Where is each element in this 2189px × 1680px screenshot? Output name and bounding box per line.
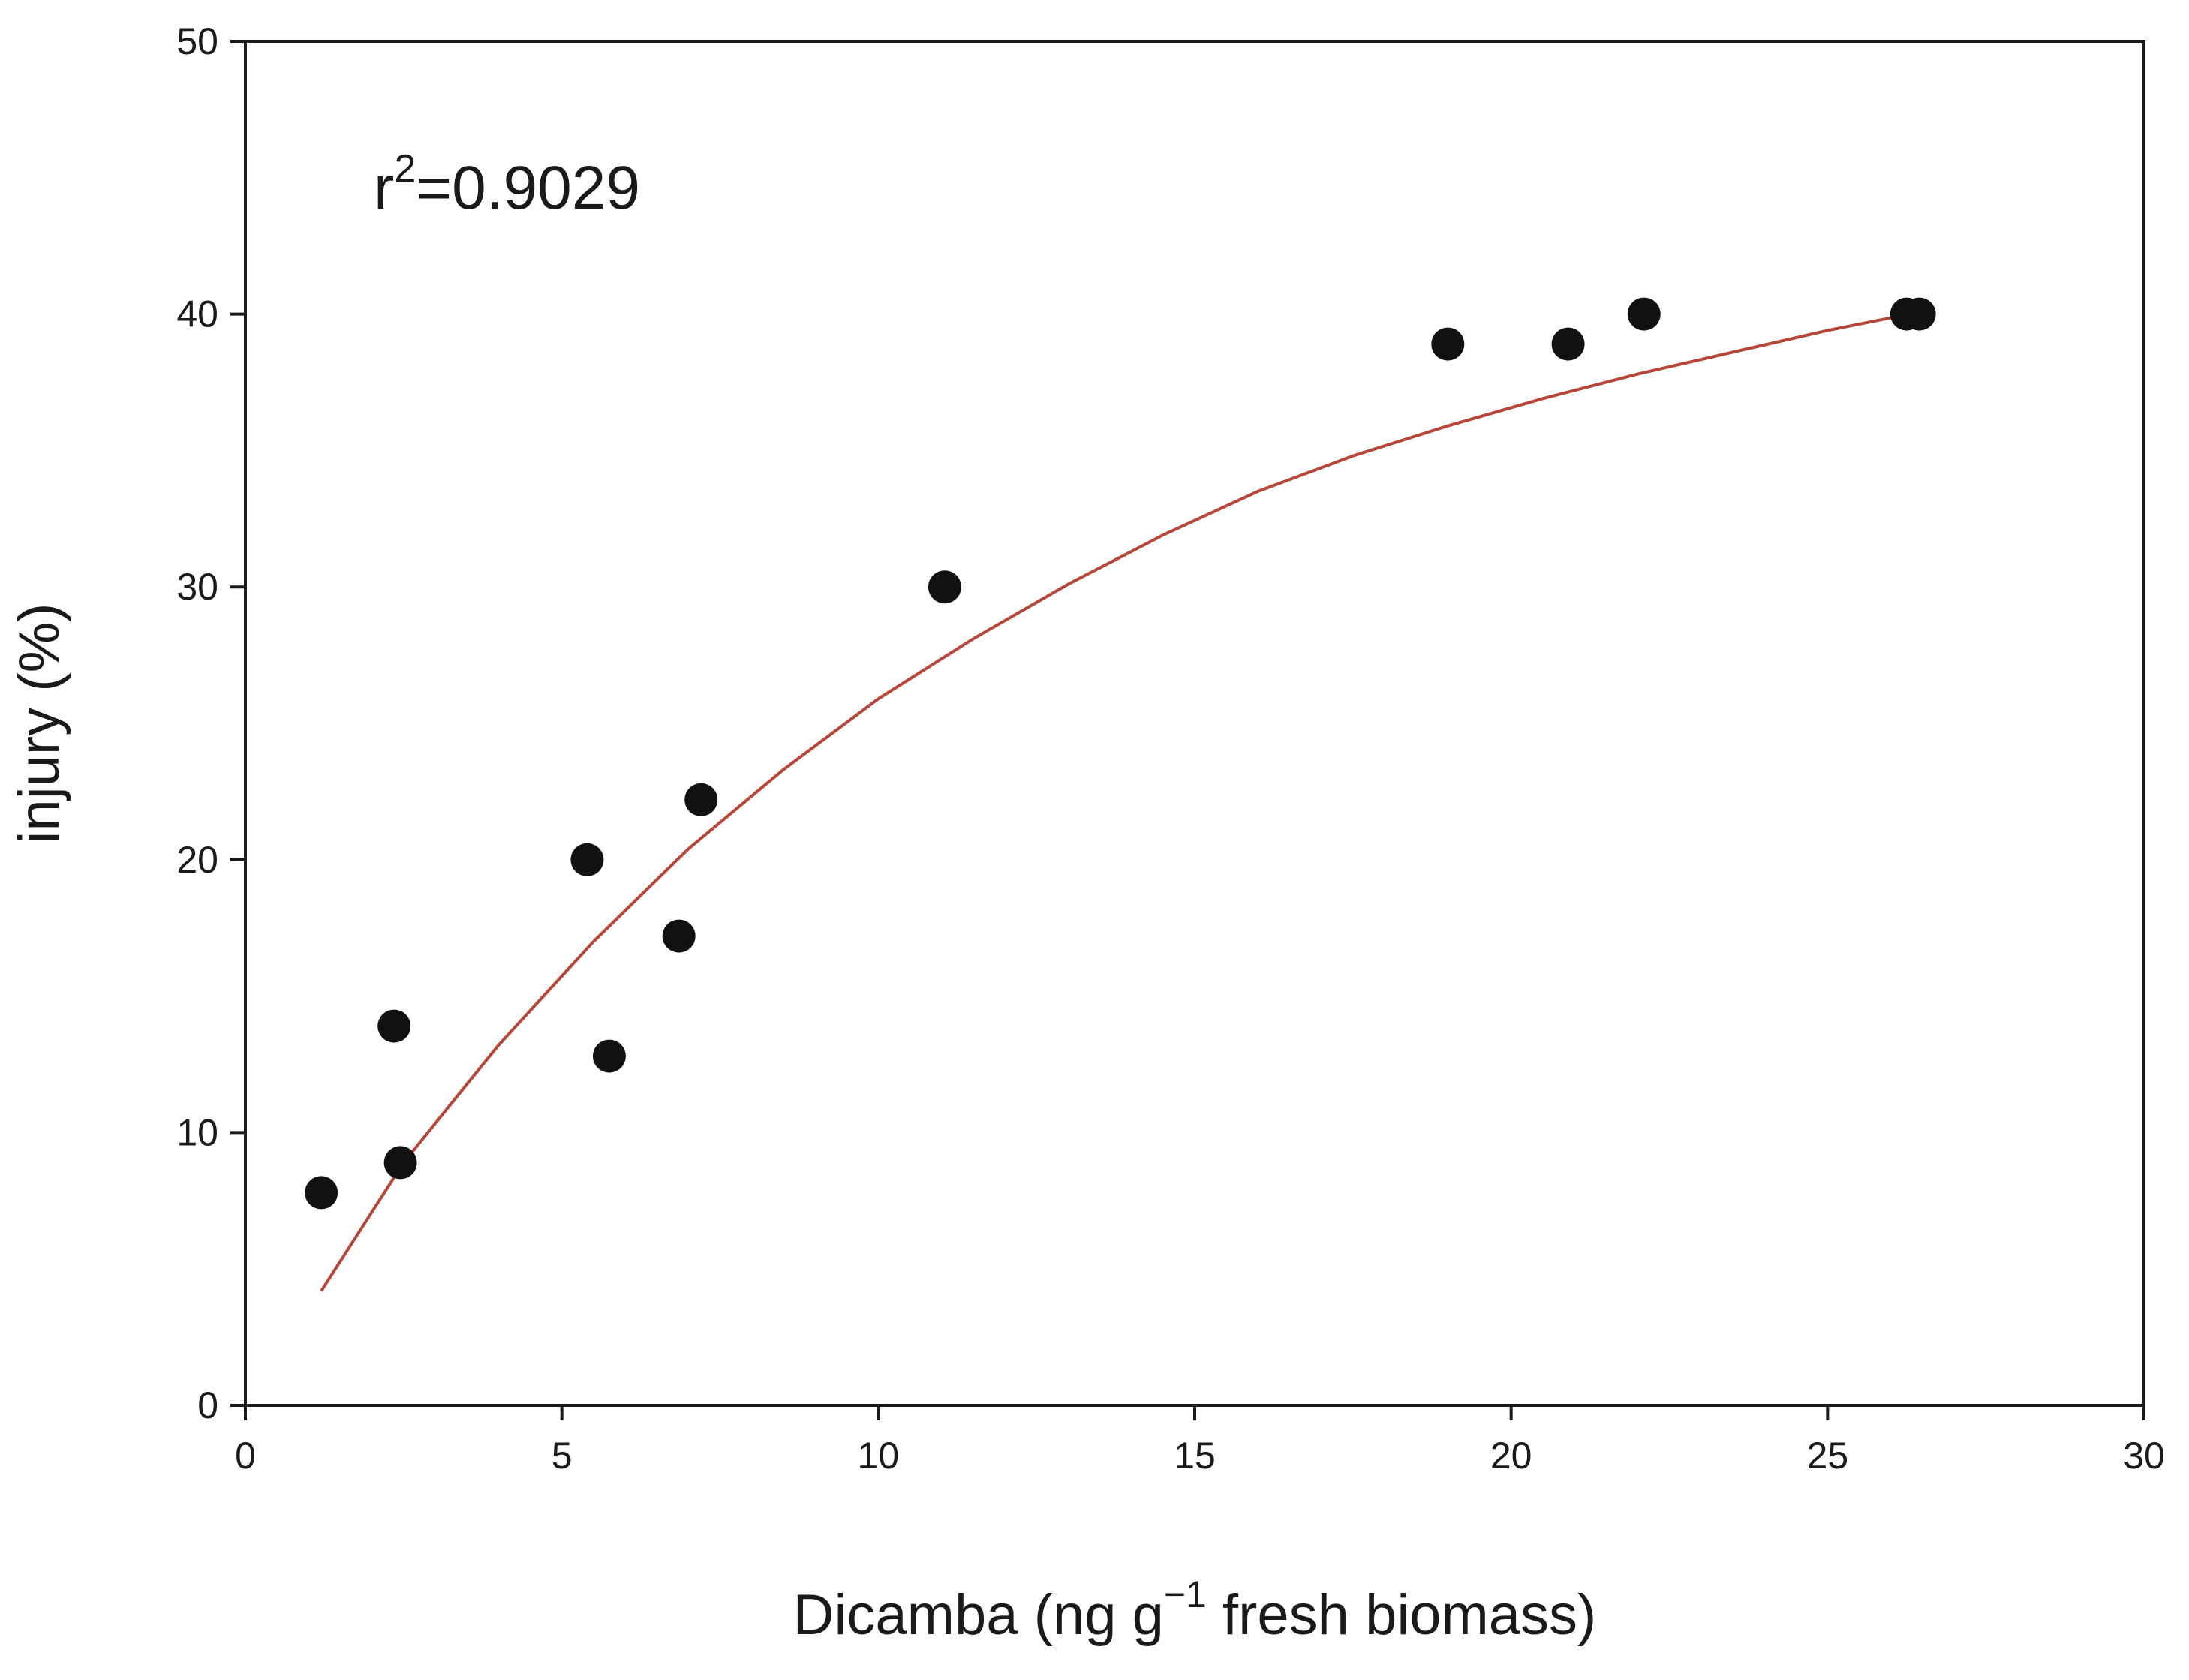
data-point — [570, 843, 604, 876]
data-point — [305, 1176, 338, 1210]
data-point — [662, 919, 696, 953]
y-tick-label: 20 — [176, 839, 218, 881]
data-point — [592, 1039, 626, 1073]
data-point — [1627, 297, 1661, 331]
data-point — [1551, 327, 1585, 361]
x-tick-label: 15 — [1174, 1435, 1216, 1477]
fit-curve — [320, 312, 1911, 1292]
y-axis-title: injury (%) — [8, 603, 71, 844]
y-tick-label: 50 — [176, 20, 218, 62]
r-squared-prefix: r — [374, 154, 394, 222]
x-tick-label: 5 — [552, 1435, 573, 1477]
ticks-layer: 0 5 10 15 20 25 30 0 10 20 30 40 50 — [176, 20, 2164, 1477]
x-tick-label: 10 — [858, 1435, 900, 1477]
data-point — [1902, 297, 1936, 331]
x-tick-label: 30 — [2123, 1435, 2165, 1477]
x-axis-title-superscript: −1 — [1164, 1573, 1207, 1615]
y-tick-label: 40 — [176, 293, 218, 335]
data-point — [928, 570, 961, 604]
x-tick-label: 20 — [1490, 1435, 1532, 1477]
data-point — [377, 1009, 411, 1043]
x-axis-title: Dicamba (ng g−1 fresh biomass) — [793, 1573, 1597, 1647]
r-squared-value: =0.9029 — [416, 154, 640, 222]
x-tick-label: 25 — [1807, 1435, 1849, 1477]
r-squared-annotation: r2=0.9029 — [374, 147, 640, 222]
data-point — [383, 1146, 417, 1180]
x-tick-label: 0 — [235, 1435, 256, 1477]
points-layer — [305, 297, 1936, 1210]
x-axis-title-suffix: fresh biomass) — [1207, 1583, 1597, 1647]
r-squared-superscript: 2 — [394, 147, 416, 191]
y-tick-label: 10 — [176, 1111, 218, 1153]
plot-frame — [244, 40, 2145, 1407]
x-axis-title-main: Dicamba (ng g — [793, 1583, 1164, 1647]
y-tick-label: 30 — [176, 566, 218, 608]
data-point — [1431, 327, 1465, 361]
data-point — [684, 783, 718, 816]
y-tick-label: 0 — [197, 1384, 218, 1426]
